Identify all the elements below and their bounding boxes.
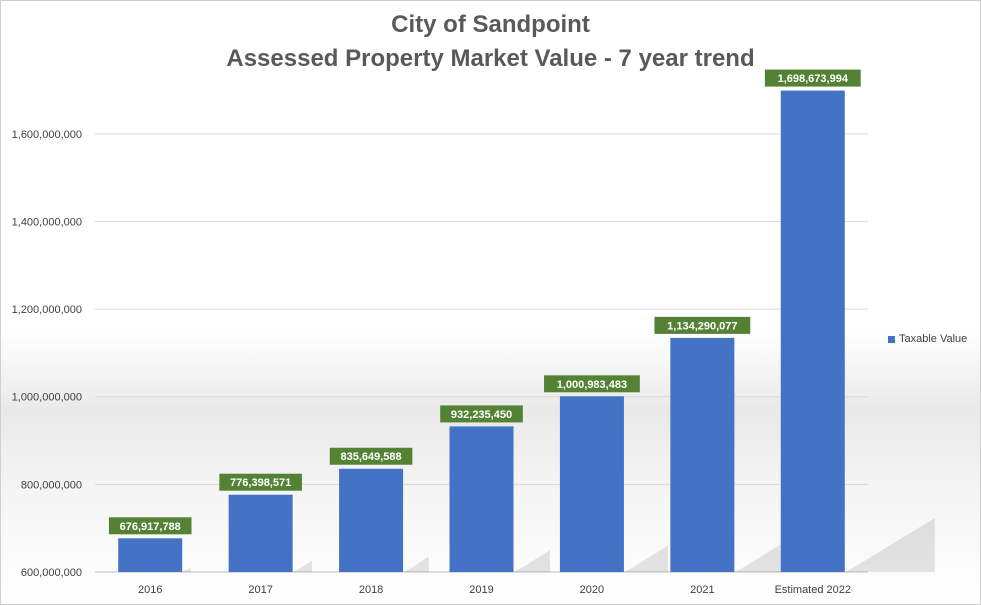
- bar: [670, 337, 735, 572]
- x-tick-label: 2019: [469, 584, 493, 596]
- data-label-bg: [764, 69, 861, 87]
- data-label: 776,398,571: [230, 477, 291, 489]
- data-label-bg: [219, 473, 302, 491]
- data-label: 676,917,788: [120, 521, 181, 533]
- bar-shadow: [513, 550, 550, 572]
- y-tick-label: 600,000,000: [21, 567, 82, 579]
- data-label-bg: [108, 517, 192, 535]
- data-label-bg: [440, 405, 523, 423]
- bars: [118, 90, 845, 573]
- y-tick-label: 1,200,000,000: [12, 304, 82, 316]
- y-tick-label: 1,600,000,000: [12, 129, 82, 141]
- data-label-bg: [329, 447, 413, 465]
- bar: [228, 494, 293, 572]
- data-label: 932,235,450: [451, 409, 512, 421]
- chart-subtitle: Assessed Property Market Value - 7 year …: [226, 45, 755, 72]
- bar: [449, 426, 514, 572]
- bar-shadow: [292, 560, 312, 572]
- y-tick-label: 1,000,000,000: [12, 392, 82, 404]
- data-label: 1,698,673,994: [778, 73, 849, 85]
- x-tick-label: 2017: [248, 584, 272, 596]
- data-label: 835,649,588: [340, 451, 401, 463]
- x-tick-label: 2020: [580, 584, 604, 596]
- bar-shadow: [403, 556, 429, 572]
- chart-title: City of Sandpoint: [391, 11, 590, 38]
- data-label: 1,000,983,483: [557, 379, 627, 391]
- data-label-bg: [654, 316, 751, 334]
- bar: [118, 538, 183, 572]
- y-tick-label: 800,000,000: [21, 479, 82, 491]
- bar-shadow: [734, 536, 793, 572]
- data-label: 1,134,290,077: [667, 320, 737, 332]
- gridlines: [95, 133, 868, 573]
- y-axis-labels: 600,000,000 800,000,000 1,000,000,000 1,200…: [12, 129, 82, 579]
- bar-shadow: [182, 566, 191, 572]
- bar-shadows: [182, 518, 935, 572]
- legend-swatch: [888, 335, 895, 343]
- x-tick-label: 2021: [690, 584, 714, 596]
- bar-shadow: [623, 545, 668, 572]
- bar: [780, 90, 845, 573]
- bar: [559, 396, 624, 572]
- x-tick-label: 2018: [359, 584, 383, 596]
- legend-label: Taxable Value: [899, 333, 968, 345]
- data-labels: 676,917,788 776,398,571 835,649,588 932,235…: [108, 69, 861, 535]
- bar: [339, 468, 404, 572]
- y-tick-label: 1,400,000,000: [12, 216, 82, 228]
- data-label-bg: [544, 375, 640, 393]
- x-tick-label: Estimated 2022: [775, 584, 851, 596]
- legend: Taxable Value: [888, 333, 967, 345]
- x-axis-labels: 2016 2017 2018 2019 2020 2021 Estimated 2022: [138, 584, 851, 596]
- x-tick-label: 2016: [138, 584, 162, 596]
- bar-shadow: [844, 518, 935, 572]
